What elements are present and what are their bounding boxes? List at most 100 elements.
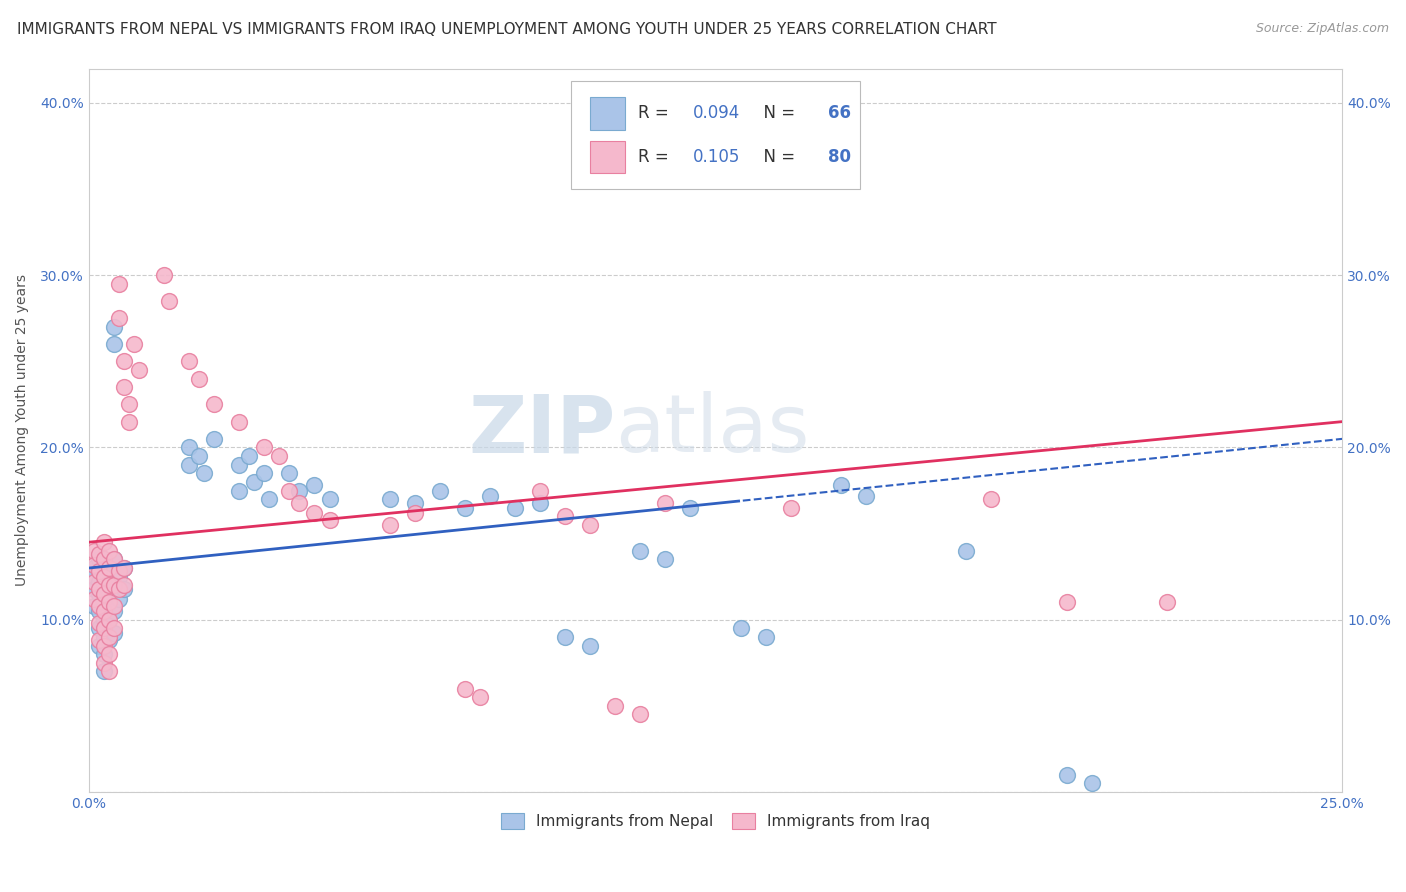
Point xyxy=(108,565,131,579)
Point xyxy=(87,565,110,579)
Point xyxy=(97,630,120,644)
Point xyxy=(228,483,250,498)
Point xyxy=(97,647,120,661)
Point xyxy=(97,613,120,627)
Point xyxy=(87,639,110,653)
Text: ZIP: ZIP xyxy=(468,392,616,469)
Point xyxy=(554,509,576,524)
Point xyxy=(304,478,326,492)
Point xyxy=(108,569,131,583)
Point xyxy=(103,604,125,618)
Text: R =: R = xyxy=(638,104,673,122)
Point xyxy=(87,574,110,589)
Point xyxy=(278,483,301,498)
Point xyxy=(429,483,451,498)
Point xyxy=(579,518,602,533)
Point xyxy=(97,578,120,592)
Point xyxy=(288,483,311,498)
Point xyxy=(202,432,225,446)
Point xyxy=(478,489,501,503)
Point xyxy=(83,544,105,558)
Point xyxy=(83,574,105,589)
Point xyxy=(83,582,105,596)
Point xyxy=(1156,595,1178,609)
Point xyxy=(253,441,276,455)
Point xyxy=(93,613,115,627)
Point xyxy=(112,354,135,368)
Text: 0.094: 0.094 xyxy=(693,104,740,122)
Point xyxy=(679,500,702,515)
Point xyxy=(404,506,426,520)
Point xyxy=(112,380,135,394)
Point xyxy=(779,500,801,515)
Point xyxy=(93,558,115,572)
Point xyxy=(87,616,110,631)
Point xyxy=(87,582,110,596)
Point xyxy=(269,449,291,463)
Point xyxy=(93,656,115,670)
Text: IMMIGRANTS FROM NEPAL VS IMMIGRANTS FROM IRAQ UNEMPLOYMENT AMONG YOUTH UNDER 25 : IMMIGRANTS FROM NEPAL VS IMMIGRANTS FROM… xyxy=(17,22,997,37)
Point xyxy=(1056,768,1078,782)
Point xyxy=(83,569,105,583)
Point xyxy=(93,621,115,635)
Point xyxy=(93,552,115,566)
Point xyxy=(83,558,105,572)
Point xyxy=(97,544,120,558)
Point xyxy=(97,665,120,679)
Point xyxy=(93,587,115,601)
Point xyxy=(259,492,281,507)
Point xyxy=(93,569,115,583)
Point xyxy=(93,535,115,549)
Point xyxy=(529,483,551,498)
Point xyxy=(378,492,401,507)
Point xyxy=(202,397,225,411)
Point xyxy=(193,467,215,481)
Point xyxy=(605,698,627,713)
Point xyxy=(97,633,120,648)
Point xyxy=(378,518,401,533)
Point xyxy=(108,311,131,326)
Point xyxy=(404,495,426,509)
Point xyxy=(87,621,110,635)
Text: Source: ZipAtlas.com: Source: ZipAtlas.com xyxy=(1256,22,1389,36)
Point xyxy=(108,592,131,607)
Point xyxy=(288,495,311,509)
Text: R =: R = xyxy=(638,148,673,166)
Point xyxy=(97,613,120,627)
Point xyxy=(97,561,120,575)
Point xyxy=(454,681,477,696)
Point xyxy=(955,544,977,558)
Point xyxy=(454,500,477,515)
Point xyxy=(87,547,110,561)
Point xyxy=(243,475,266,489)
Point xyxy=(112,578,135,592)
Text: 66: 66 xyxy=(828,104,852,122)
Point xyxy=(628,707,651,722)
Point xyxy=(278,467,301,481)
Text: 80: 80 xyxy=(828,148,852,166)
Point xyxy=(93,578,115,592)
Point xyxy=(112,582,135,596)
Point xyxy=(103,599,125,613)
Point xyxy=(318,492,340,507)
Point xyxy=(103,552,125,566)
Point xyxy=(93,630,115,644)
Point xyxy=(87,565,110,579)
Point xyxy=(128,363,150,377)
Point xyxy=(654,552,676,566)
Point xyxy=(179,441,201,455)
Point xyxy=(730,621,752,635)
Legend: Immigrants from Nepal, Immigrants from Iraq: Immigrants from Nepal, Immigrants from I… xyxy=(495,806,936,835)
Point xyxy=(554,630,576,644)
Point xyxy=(503,500,526,515)
Point xyxy=(103,552,125,566)
Point xyxy=(122,337,145,351)
Point xyxy=(103,626,125,640)
Point xyxy=(855,489,877,503)
Point xyxy=(108,582,131,596)
Point xyxy=(830,478,852,492)
FancyBboxPatch shape xyxy=(571,81,859,189)
Point xyxy=(157,294,180,309)
Point xyxy=(108,277,131,291)
Point xyxy=(87,587,110,601)
